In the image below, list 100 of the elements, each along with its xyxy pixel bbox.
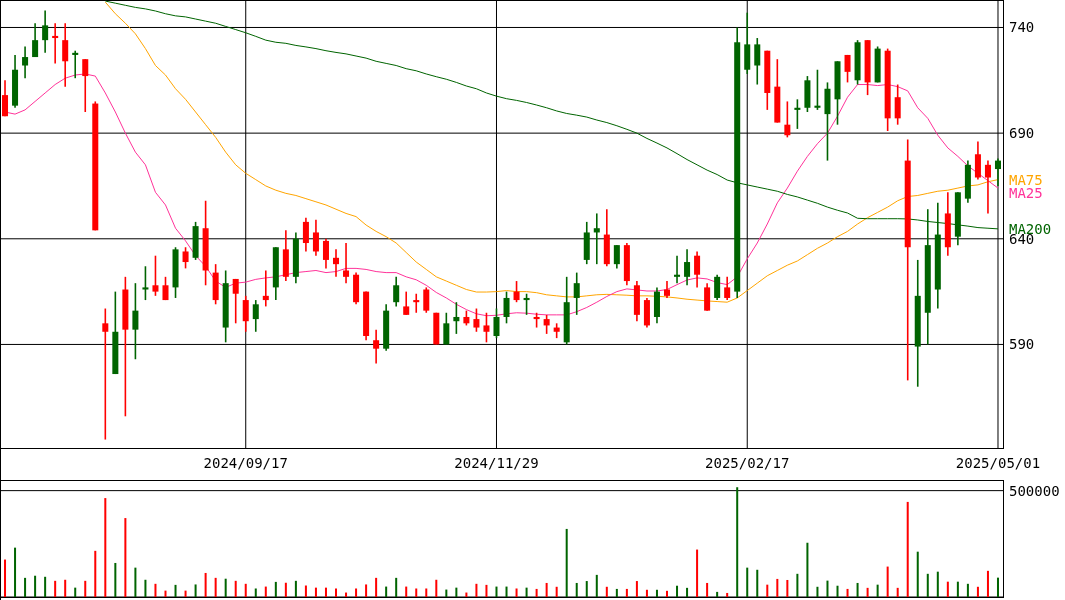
- bar: [726, 592, 729, 597]
- bar: [645, 589, 648, 597]
- bar: [716, 591, 719, 597]
- bar: [816, 586, 819, 597]
- bar: [886, 566, 889, 597]
- bar: [445, 589, 448, 597]
- bar: [876, 584, 879, 597]
- bar: [74, 587, 77, 597]
- candlestick: [984, 159, 991, 215]
- bar: [455, 587, 458, 597]
- bar: [515, 588, 518, 597]
- bar: [224, 578, 227, 597]
- candlestick: [704, 282, 711, 312]
- bar: [756, 569, 759, 597]
- bar: [615, 588, 618, 597]
- candlestick: [312, 218, 319, 257]
- candlestick: [503, 290, 510, 325]
- candlestick: [333, 248, 340, 278]
- bar: [415, 588, 418, 597]
- bar: [866, 587, 869, 597]
- bar: [826, 580, 829, 597]
- bar: [696, 549, 699, 597]
- bar: [956, 581, 959, 597]
- bar: [686, 587, 689, 597]
- bar: [355, 588, 358, 597]
- bar: [405, 586, 408, 597]
- x-tick-label: 2024/11/29: [454, 455, 539, 471]
- bar: [64, 579, 67, 597]
- candlestick: [182, 246, 189, 270]
- candlestick: [102, 307, 109, 441]
- candlestick: [894, 83, 901, 126]
- bar: [184, 590, 187, 597]
- candlestick: [252, 299, 259, 333]
- candlestick: [714, 273, 721, 301]
- bar: [635, 581, 638, 597]
- bar: [44, 576, 47, 597]
- candlestick: [2, 79, 9, 118]
- bar: [114, 562, 117, 597]
- candlestick: [573, 271, 580, 316]
- candlestick: [413, 292, 420, 314]
- bar: [425, 588, 428, 597]
- candlestick: [132, 282, 139, 361]
- bar: [665, 590, 668, 597]
- candlestick: [52, 22, 59, 65]
- bar: [485, 584, 488, 597]
- bar: [234, 580, 237, 597]
- bar: [284, 582, 287, 597]
- candlestick: [242, 295, 249, 333]
- candlestick: [473, 307, 480, 333]
- bar: [946, 581, 949, 597]
- bar: [24, 577, 27, 597]
- bar: [314, 587, 317, 597]
- bar: [154, 583, 157, 597]
- candlestick: [262, 269, 269, 308]
- candlestick: [82, 58, 89, 113]
- candlestick: [513, 280, 520, 303]
- candlestick: [302, 216, 309, 253]
- bar: [806, 542, 809, 597]
- bar: [776, 578, 779, 597]
- bar: [4, 559, 7, 597]
- bar: [294, 580, 297, 597]
- candlestick: [322, 237, 329, 270]
- candlestick: [443, 311, 450, 346]
- candlestick: [684, 248, 691, 287]
- bar: [786, 579, 789, 597]
- bar: [555, 586, 558, 597]
- candlestick: [142, 265, 149, 301]
- bar: [766, 584, 769, 597]
- candlestick: [543, 314, 550, 335]
- candlestick: [754, 37, 761, 86]
- bar: [926, 573, 929, 597]
- bar: [204, 572, 207, 597]
- bar: [625, 588, 628, 597]
- candlestick: [343, 242, 350, 284]
- bar: [976, 586, 979, 597]
- bar: [134, 567, 137, 597]
- bar: [575, 582, 578, 597]
- bar: [906, 501, 909, 597]
- bar: [605, 586, 608, 597]
- bar: [505, 586, 508, 597]
- candlestick: [453, 301, 460, 335]
- bar: [565, 528, 568, 597]
- bar: [936, 571, 939, 597]
- bar: [264, 586, 267, 597]
- bar: [104, 498, 107, 597]
- bar: [335, 588, 338, 597]
- y-tick-label: 690: [1009, 125, 1035, 142]
- bar: [655, 589, 658, 597]
- candlestick: [493, 307, 500, 339]
- candlestick: [42, 9, 49, 54]
- bar: [585, 581, 588, 597]
- bar: [996, 577, 999, 597]
- candlestick: [784, 100, 791, 139]
- bar: [916, 551, 919, 597]
- candlestick: [844, 54, 851, 84]
- candlestick: [393, 276, 400, 308]
- bar: [746, 567, 749, 597]
- bar: [896, 587, 899, 597]
- bar: [194, 584, 197, 597]
- candlestick: [523, 292, 530, 316]
